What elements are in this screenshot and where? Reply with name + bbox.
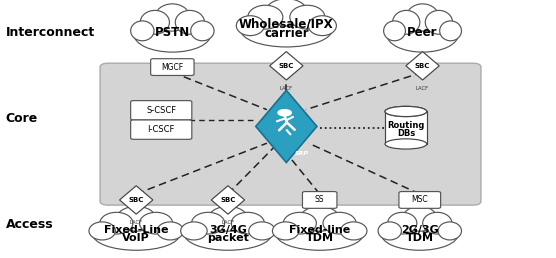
- Ellipse shape: [155, 4, 190, 31]
- Text: SBC: SBC: [128, 197, 144, 203]
- Ellipse shape: [231, 212, 264, 234]
- Ellipse shape: [276, 218, 363, 250]
- Text: SS: SS: [315, 196, 325, 204]
- FancyBboxPatch shape: [131, 120, 192, 139]
- Text: MGCF: MGCF: [161, 63, 183, 71]
- Text: SRP: SRP: [295, 151, 309, 156]
- Text: packet: packet: [207, 233, 249, 243]
- Text: TDM: TDM: [306, 233, 334, 243]
- Ellipse shape: [406, 4, 439, 31]
- Text: Peer: Peer: [408, 26, 438, 39]
- Circle shape: [278, 110, 291, 116]
- Text: Fixed-Line: Fixed-Line: [104, 225, 168, 235]
- Ellipse shape: [309, 16, 336, 36]
- Text: SBC: SBC: [220, 197, 236, 203]
- FancyBboxPatch shape: [131, 101, 192, 120]
- Ellipse shape: [236, 16, 264, 36]
- Text: PSTN: PSTN: [155, 26, 190, 39]
- Text: 3G/4G: 3G/4G: [209, 225, 247, 235]
- Ellipse shape: [300, 206, 340, 231]
- Text: Access: Access: [6, 218, 53, 231]
- Ellipse shape: [388, 212, 417, 234]
- Text: 2G/3G: 2G/3G: [401, 225, 439, 235]
- Polygon shape: [120, 186, 153, 214]
- Ellipse shape: [191, 21, 214, 41]
- Ellipse shape: [89, 222, 116, 240]
- Ellipse shape: [385, 106, 427, 117]
- Ellipse shape: [240, 12, 332, 47]
- Ellipse shape: [131, 21, 154, 41]
- Ellipse shape: [181, 222, 207, 240]
- Text: SBC: SBC: [415, 63, 430, 69]
- Ellipse shape: [387, 17, 458, 52]
- Text: VoIP: VoIP: [122, 233, 150, 243]
- Text: SBC: SBC: [279, 63, 294, 69]
- Ellipse shape: [385, 139, 427, 149]
- Ellipse shape: [185, 218, 271, 250]
- Ellipse shape: [440, 21, 461, 41]
- Ellipse shape: [384, 21, 405, 41]
- Text: MSC: MSC: [411, 196, 428, 204]
- Text: S-CSCF: S-CSCF: [146, 106, 176, 115]
- Ellipse shape: [393, 10, 420, 34]
- Text: Fixed-line: Fixed-line: [289, 225, 350, 235]
- Bar: [385, 111, 427, 144]
- Ellipse shape: [175, 10, 205, 34]
- Ellipse shape: [140, 10, 170, 34]
- Ellipse shape: [140, 212, 172, 234]
- Text: Interconnect: Interconnect: [6, 26, 95, 39]
- FancyBboxPatch shape: [151, 59, 194, 75]
- Ellipse shape: [381, 218, 458, 250]
- Ellipse shape: [423, 212, 452, 234]
- Text: DBs: DBs: [397, 129, 415, 138]
- Text: LACF: LACF: [130, 220, 143, 225]
- Polygon shape: [270, 52, 303, 80]
- FancyBboxPatch shape: [399, 191, 440, 208]
- Ellipse shape: [208, 206, 248, 231]
- Text: LACF: LACF: [416, 86, 429, 91]
- Text: LACF: LACF: [280, 86, 293, 91]
- Text: Wholesale/IPX: Wholesale/IPX: [239, 18, 334, 31]
- Text: TDM: TDM: [406, 233, 434, 243]
- Ellipse shape: [403, 206, 438, 231]
- Ellipse shape: [192, 212, 225, 234]
- Ellipse shape: [248, 5, 283, 29]
- Ellipse shape: [157, 222, 183, 240]
- Text: carrier: carrier: [264, 27, 309, 40]
- Ellipse shape: [272, 222, 299, 240]
- Ellipse shape: [134, 17, 211, 52]
- Text: LACF: LACF: [221, 220, 235, 225]
- Polygon shape: [406, 52, 439, 80]
- Ellipse shape: [100, 212, 133, 234]
- FancyBboxPatch shape: [302, 191, 337, 208]
- Text: Core: Core: [6, 112, 38, 125]
- Ellipse shape: [290, 5, 325, 29]
- Ellipse shape: [438, 222, 461, 240]
- Polygon shape: [211, 186, 245, 214]
- Ellipse shape: [385, 106, 427, 117]
- Polygon shape: [256, 90, 317, 163]
- Ellipse shape: [340, 222, 367, 240]
- FancyBboxPatch shape: [100, 63, 481, 205]
- Ellipse shape: [378, 222, 401, 240]
- Text: I-CSCF: I-CSCF: [147, 125, 175, 134]
- Ellipse shape: [323, 212, 356, 234]
- Ellipse shape: [265, 0, 307, 26]
- Ellipse shape: [284, 212, 316, 234]
- Ellipse shape: [425, 10, 453, 34]
- Ellipse shape: [249, 222, 275, 240]
- Text: Routing: Routing: [387, 121, 425, 130]
- Ellipse shape: [116, 206, 156, 231]
- Ellipse shape: [93, 218, 180, 250]
